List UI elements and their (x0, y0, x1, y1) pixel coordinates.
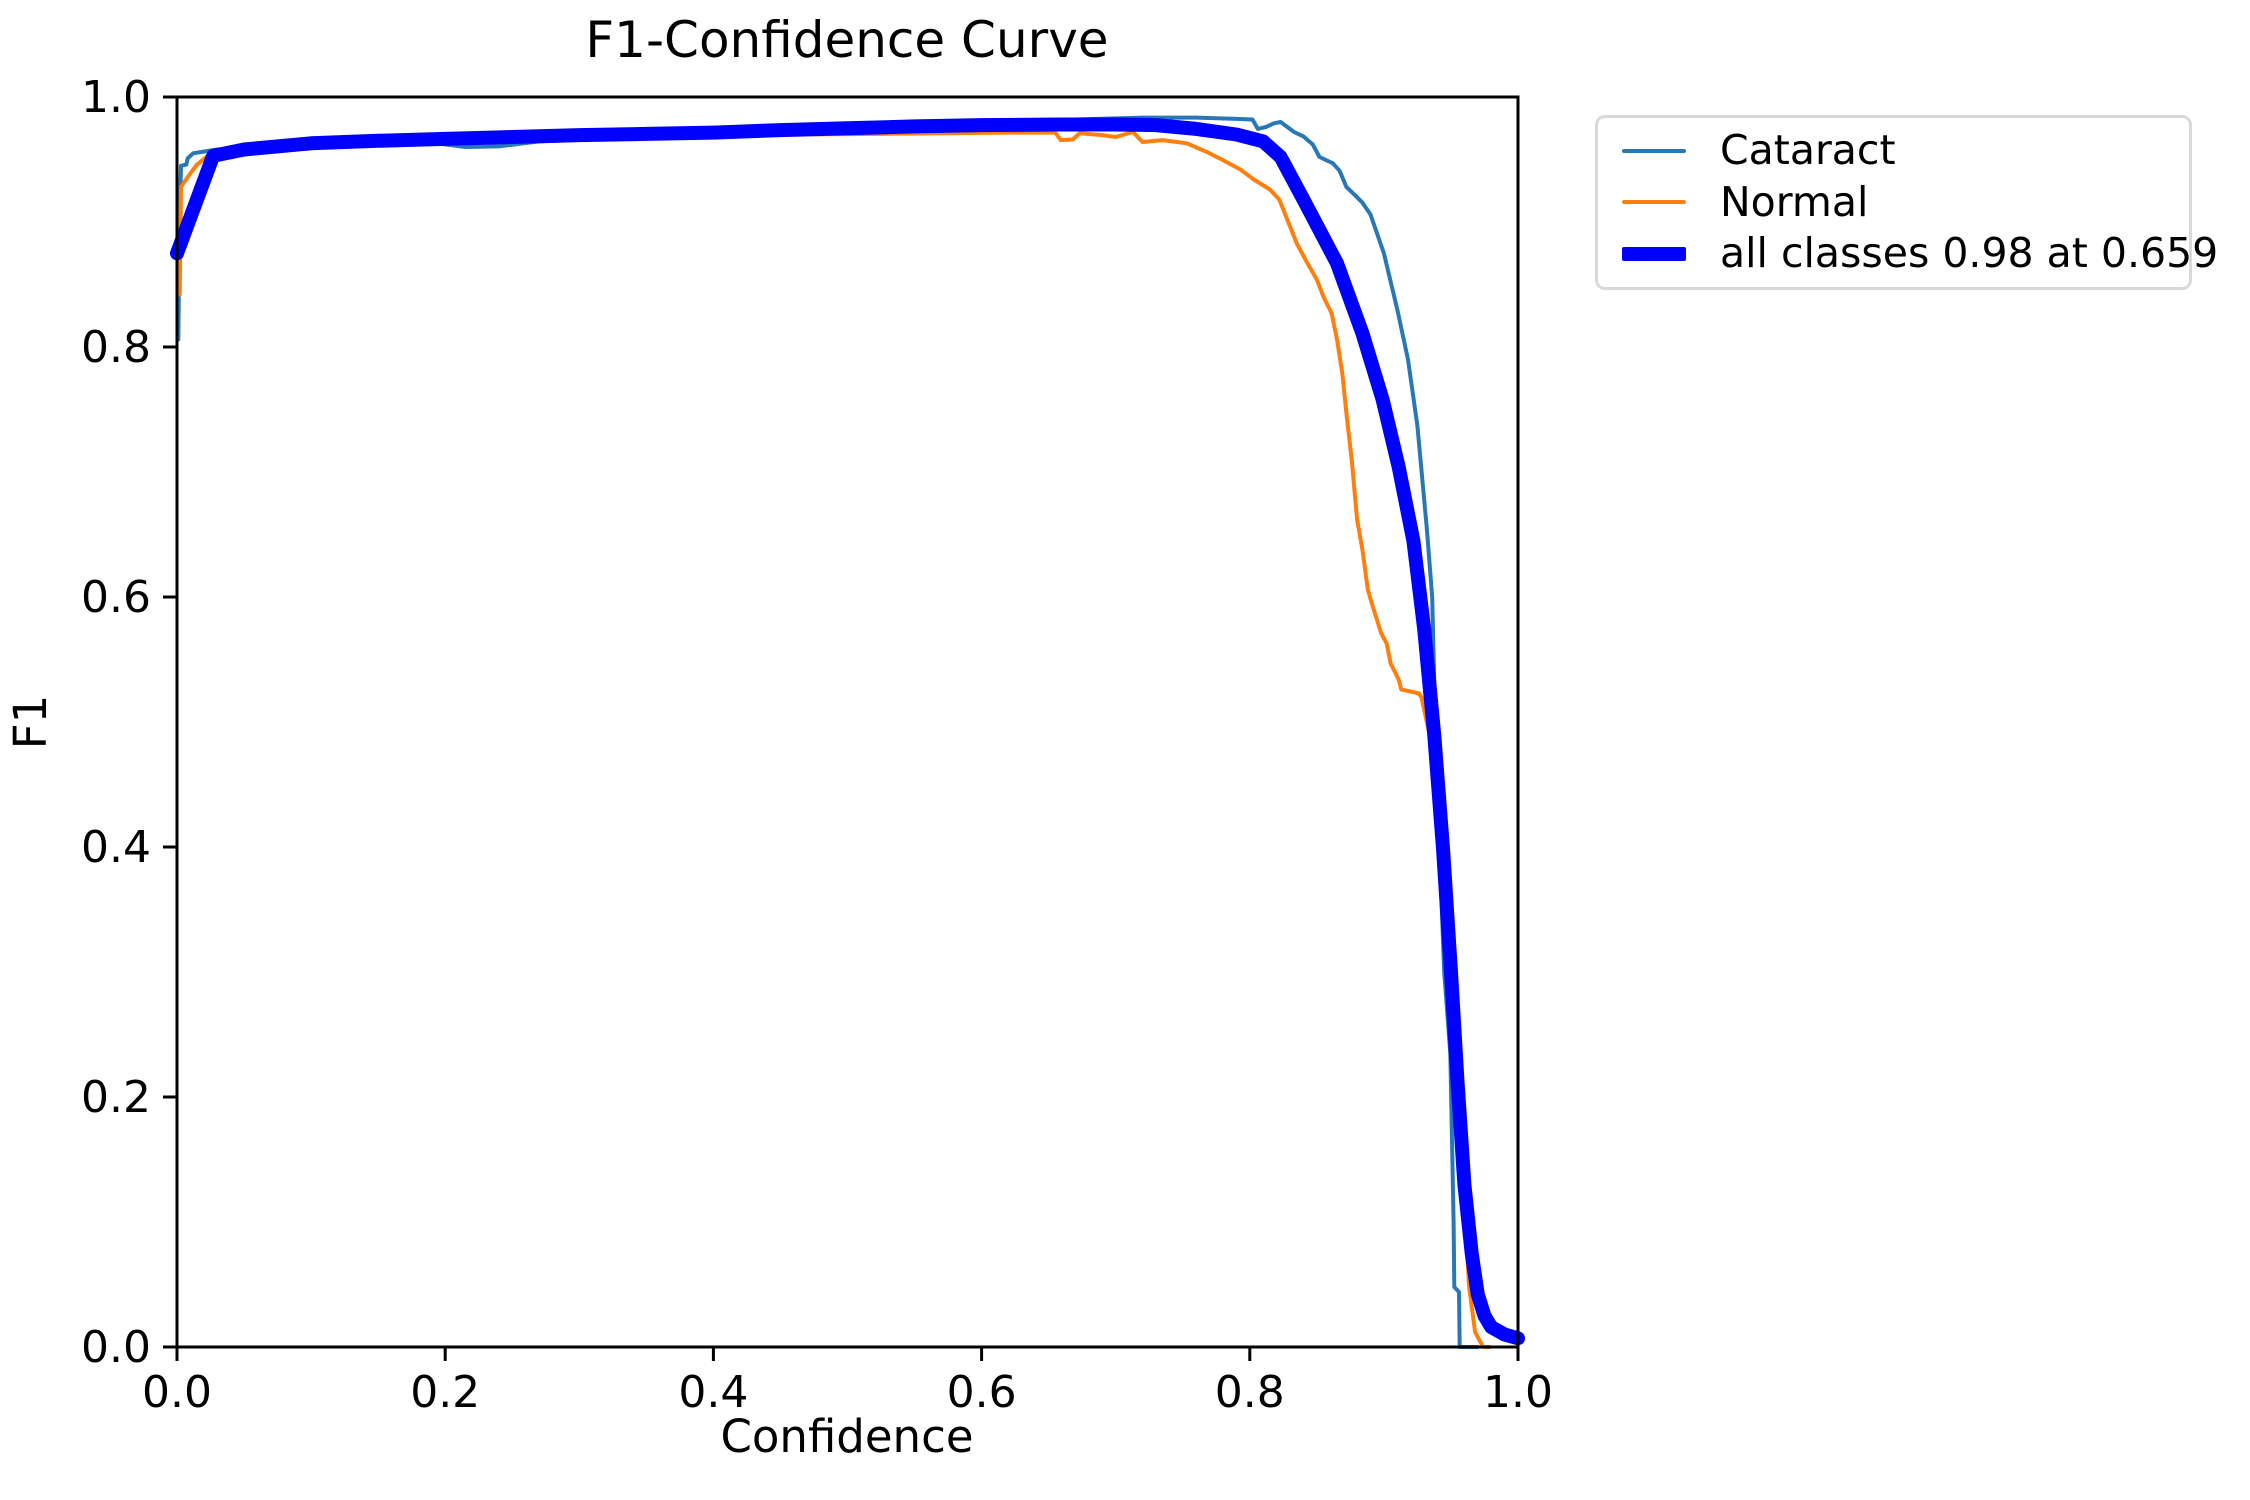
y-tick-label: 0.0 (81, 1322, 151, 1373)
y-tick-label: 0.2 (81, 1072, 151, 1123)
legend-label-all-classes: all classes 0.98 at 0.659 (1720, 229, 2219, 278)
legend-label-normal: Normal (1720, 177, 1869, 226)
x-tick-label: 0.6 (947, 1367, 1017, 1418)
y-tick-label: 1.0 (81, 72, 151, 123)
normal-line-swatch (1622, 200, 1686, 205)
y-tick-label: 0.4 (81, 822, 151, 873)
x-tick-label: 0.4 (678, 1367, 748, 1418)
y-tick-label: 0.6 (81, 572, 151, 623)
legend-label-cataract: Cataract (1720, 126, 1896, 175)
x-tick-label: 0.8 (1215, 1367, 1285, 1418)
ticks-group: 0.0 0.2 0.4 0.6 0.8 1.0 0.0 0.2 0.4 0.6 0.8 1.0 (81, 72, 1553, 1418)
x-axis-label: Confidence (720, 1410, 973, 1463)
curve-all-classes (170, 117, 1525, 1346)
legend-item-normal: Normal (1598, 177, 2189, 226)
legend: Cataract Normal all classes 0.98 at 0.65… (1595, 115, 2218, 290)
all-classes-line-swatch (1622, 247, 1686, 261)
legend-item-all-classes: all classes 0.98 at 0.659 (1598, 231, 2218, 276)
legend-item-cataract: Cataract (1598, 128, 2189, 173)
cataract-line-swatch (1622, 148, 1686, 153)
curve-normal (177, 130, 1492, 1349)
x-tick-label: 0.0 (142, 1367, 212, 1418)
plot-border (175, 95, 1520, 1349)
curve-cataract (176, 115, 1480, 1349)
chart-title: F1-Confidence Curve (585, 11, 1108, 69)
curves-group (170, 115, 1525, 1349)
y-axis-label: F1 (4, 695, 57, 750)
y-tick-label: 0.8 (81, 322, 151, 373)
x-tick-label: 0.2 (410, 1367, 480, 1418)
x-tick-label: 1.0 (1483, 1367, 1553, 1418)
